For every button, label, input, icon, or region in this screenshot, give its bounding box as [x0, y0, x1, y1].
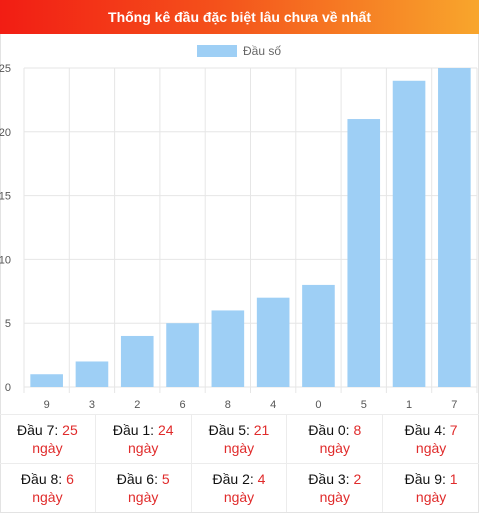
stat-value: 1	[449, 471, 458, 487]
x-tick-label: 7	[451, 399, 457, 411]
stat-label: Đầu 8:	[20, 471, 63, 487]
stat-value: 25	[62, 422, 78, 438]
bar-chart: Đầu số 0 5 10 15 20 25 9 3 2 6 8 4 0 5 1 7	[0, 44, 478, 411]
y-tick-label: 0	[5, 382, 11, 394]
stat-value: 5	[161, 471, 170, 487]
stat-value: 24	[157, 422, 174, 438]
stat-unit: ngày	[415, 489, 447, 505]
stat-label: Đầu 5:	[208, 422, 250, 438]
stat-unit: ngày	[319, 489, 350, 505]
y-tick-label: 10	[0, 254, 11, 266]
x-tick-label: 5	[361, 399, 367, 411]
stats-grid: Đầu 7: 25 ngày Đầu 1: 24 ngày Đầu 5: 21 …	[0, 414, 479, 513]
stat-cell: Đầu 4: 7 ngày	[383, 414, 479, 463]
x-tick-label: 1	[406, 399, 412, 411]
stat-label: Đầu 1:	[112, 422, 155, 438]
bar-1	[392, 80, 426, 387]
stat-value: 2	[353, 471, 362, 487]
stat-cell: Đầu 7: 25 ngày	[0, 414, 96, 463]
y-tick-label: 15	[0, 191, 11, 203]
bar-6	[166, 323, 199, 387]
stat-cell: Đầu 0: 8 ngày	[287, 414, 384, 463]
x-tick-label: 4	[270, 399, 276, 411]
stat-label: Đầu 0:	[308, 422, 350, 438]
x-tick-label: 9	[44, 399, 50, 411]
legend-swatch	[197, 45, 237, 57]
bar-4	[256, 297, 290, 387]
y-tick-label: 25	[0, 63, 11, 75]
bar-0	[302, 284, 335, 387]
stat-cell: Đầu 2: 4 ngày	[191, 463, 288, 512]
stat-cell: Đầu 1: 24 ngày	[95, 414, 192, 463]
bar-8	[211, 310, 245, 387]
stat-unit: ngày	[128, 489, 159, 505]
stat-unit: ngày	[223, 489, 255, 505]
stat-value: 8	[353, 422, 362, 438]
stat-label: Đầu 9:	[404, 471, 446, 487]
stat-label: Đầu 6:	[116, 471, 158, 487]
stat-cell: Đầu 8: 6 ngày	[0, 463, 96, 512]
stat-label: Đầu 7:	[17, 422, 59, 438]
stat-label: Đầu 4:	[404, 422, 446, 438]
stat-unit: ngày	[32, 489, 63, 505]
stat-label: Đầu 3:	[308, 471, 350, 487]
x-tick-label: 6	[179, 399, 185, 411]
stat-cell: Đầu 3: 2 ngày	[287, 463, 384, 512]
stat-unit: ngày	[319, 440, 350, 456]
stat-cell: Đầu 5: 21 ngày	[191, 414, 288, 463]
stat-value: 21	[253, 422, 270, 438]
y-tick-label: 5	[5, 318, 11, 330]
stat-label: Đầu 2:	[212, 471, 254, 487]
x-tick-label: 8	[225, 399, 231, 411]
x-tick-label: 2	[134, 399, 140, 411]
x-tick-label: 3	[89, 399, 95, 411]
stat-unit: ngày	[415, 440, 447, 456]
stat-unit: ngày	[128, 440, 159, 456]
bar-9	[30, 374, 63, 387]
bar-3	[75, 361, 109, 387]
y-tick-label: 20	[0, 127, 11, 139]
bar-5	[347, 119, 381, 387]
stat-value: 4	[257, 471, 266, 487]
stat-value: 6	[66, 471, 74, 487]
stat-cell: Đầu 6: 5 ngày	[95, 463, 192, 512]
x-tick-label: 0	[315, 399, 321, 411]
stat-unit: ngày	[223, 440, 255, 456]
stat-cell: Đầu 9: 1 ngày	[383, 463, 479, 512]
bar-2	[120, 335, 154, 387]
stat-value: 7	[449, 422, 458, 438]
stat-unit: ngày	[32, 440, 63, 456]
bar-7	[438, 68, 471, 387]
legend-label: Đầu số	[243, 44, 281, 58]
header-title: Thống kê đầu đặc biệt lâu chưa về nhất	[0, 0, 479, 34]
